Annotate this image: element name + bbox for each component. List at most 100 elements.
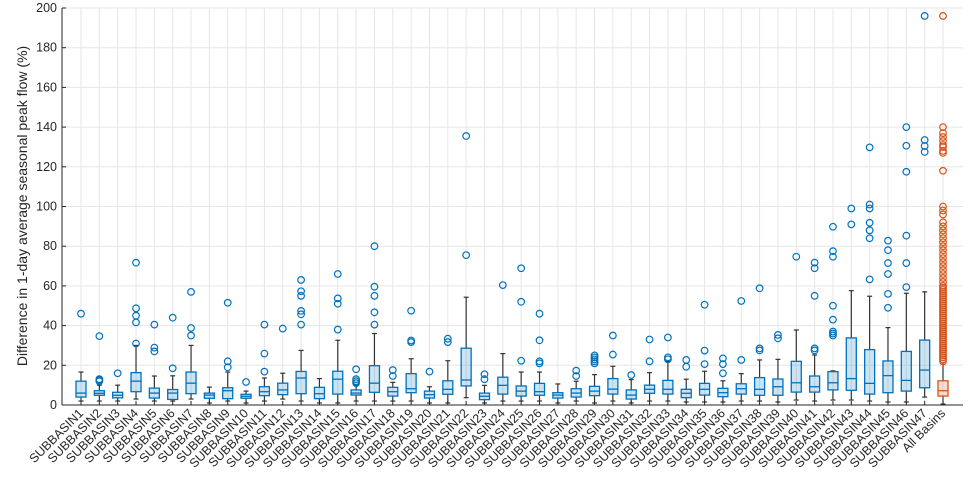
outlier-point [608,331,617,340]
outlier-point [168,313,177,322]
y-tick-label: 140 [36,120,57,134]
outlier-point [297,276,305,284]
outlier-point [755,284,764,293]
box-subbasin16 [350,365,362,402]
outlier-point [260,349,269,358]
outlier-point [829,222,837,231]
outlier-point [939,141,947,149]
outlier-point [920,12,929,20]
outlier-point [939,12,947,20]
y-tick-label: 20 [43,358,57,372]
outlier-point [443,338,452,346]
box-subbasin26 [533,309,546,402]
box-subbasin6 [167,313,179,402]
outlier-point [113,369,122,378]
outlier-point [352,365,361,374]
outlier-point [150,343,159,352]
outlier-point [187,324,195,332]
box-subbasin45 [882,236,894,403]
box-subbasin38 [753,284,766,402]
box-subbasin11 [258,320,271,402]
outlier-point [737,356,746,364]
outlier-point [939,206,947,215]
outlier-point [865,143,874,152]
outlier-point [572,372,581,380]
outlier-point [645,357,654,366]
outlier-point [920,142,929,150]
outlier-point [535,336,544,345]
box-subbasin12 [277,324,289,400]
outlier-point [939,278,947,286]
outlier-point [700,346,709,355]
outlier-point [884,236,892,245]
outlier-point [939,262,947,270]
outlier-point [865,226,874,235]
outlier-point [480,375,489,384]
outlier-point [663,353,672,362]
grid-lines [62,7,963,406]
outlier-point [95,375,104,384]
outlier-point [388,366,397,374]
box-subbasin46 [900,123,912,403]
outlier-point [939,202,947,211]
outlier-point [792,252,801,261]
y-tick-label: 40 [43,319,57,333]
outlier-point [370,242,379,251]
outlier-point [132,339,140,348]
interquartile-box [332,370,344,395]
outlier-point [297,291,305,300]
box-subbasin32 [643,335,656,402]
outlier-point [150,347,159,356]
outlier-point [297,307,305,315]
outlier-point [278,324,287,333]
box-subbasin34 [680,356,692,403]
outlier-point [920,148,929,156]
box-subbasin41 [808,258,821,402]
outlier-point [297,287,305,296]
outlier-point [902,167,911,176]
outlier-point [884,246,892,255]
box-subbasin23 [478,370,491,404]
interquartile-box [75,380,87,398]
interquartile-box [368,365,381,393]
outlier-point [223,298,232,307]
interquartile-box [827,371,839,391]
y-tick-label: 180 [36,41,57,55]
outlier-point [865,275,874,284]
outlier-point [939,210,947,219]
interquartile-box [442,380,454,395]
outlier-point [462,251,471,260]
outlier-point [168,364,177,373]
outlier-point [939,226,947,235]
outlier-point [370,282,379,291]
outlier-point [223,363,232,372]
box-subbasin44 [863,143,876,402]
interquartile-box [882,360,894,394]
outlier-point [939,123,947,131]
box-subbasin28 [570,366,582,402]
outlier-point [939,238,947,247]
outlier-point [498,281,507,290]
outlier-point [884,303,892,312]
outlier-point [939,234,947,243]
box-subbasin40 [790,252,802,401]
outlier-point [939,133,947,141]
outlier-point [535,357,544,366]
outlier-point [737,297,746,305]
outlier-point [719,360,727,369]
y-tick-label: 160 [36,80,57,94]
box-subbasin31 [625,371,637,404]
box-subbasin5 [148,320,161,402]
box-subbasin25 [515,264,527,402]
box-subbasin29 [588,351,601,404]
interquartile-box [808,375,821,393]
outlier-point [517,297,526,306]
outlier-point [260,367,269,376]
outlier-point [810,264,819,273]
outlier-point [333,325,342,334]
box-subbasin15 [332,270,344,404]
box-subbasin39 [772,331,784,403]
box-subbasin47 [919,12,931,398]
outlier-point [187,287,195,296]
outlier-point [829,247,837,256]
